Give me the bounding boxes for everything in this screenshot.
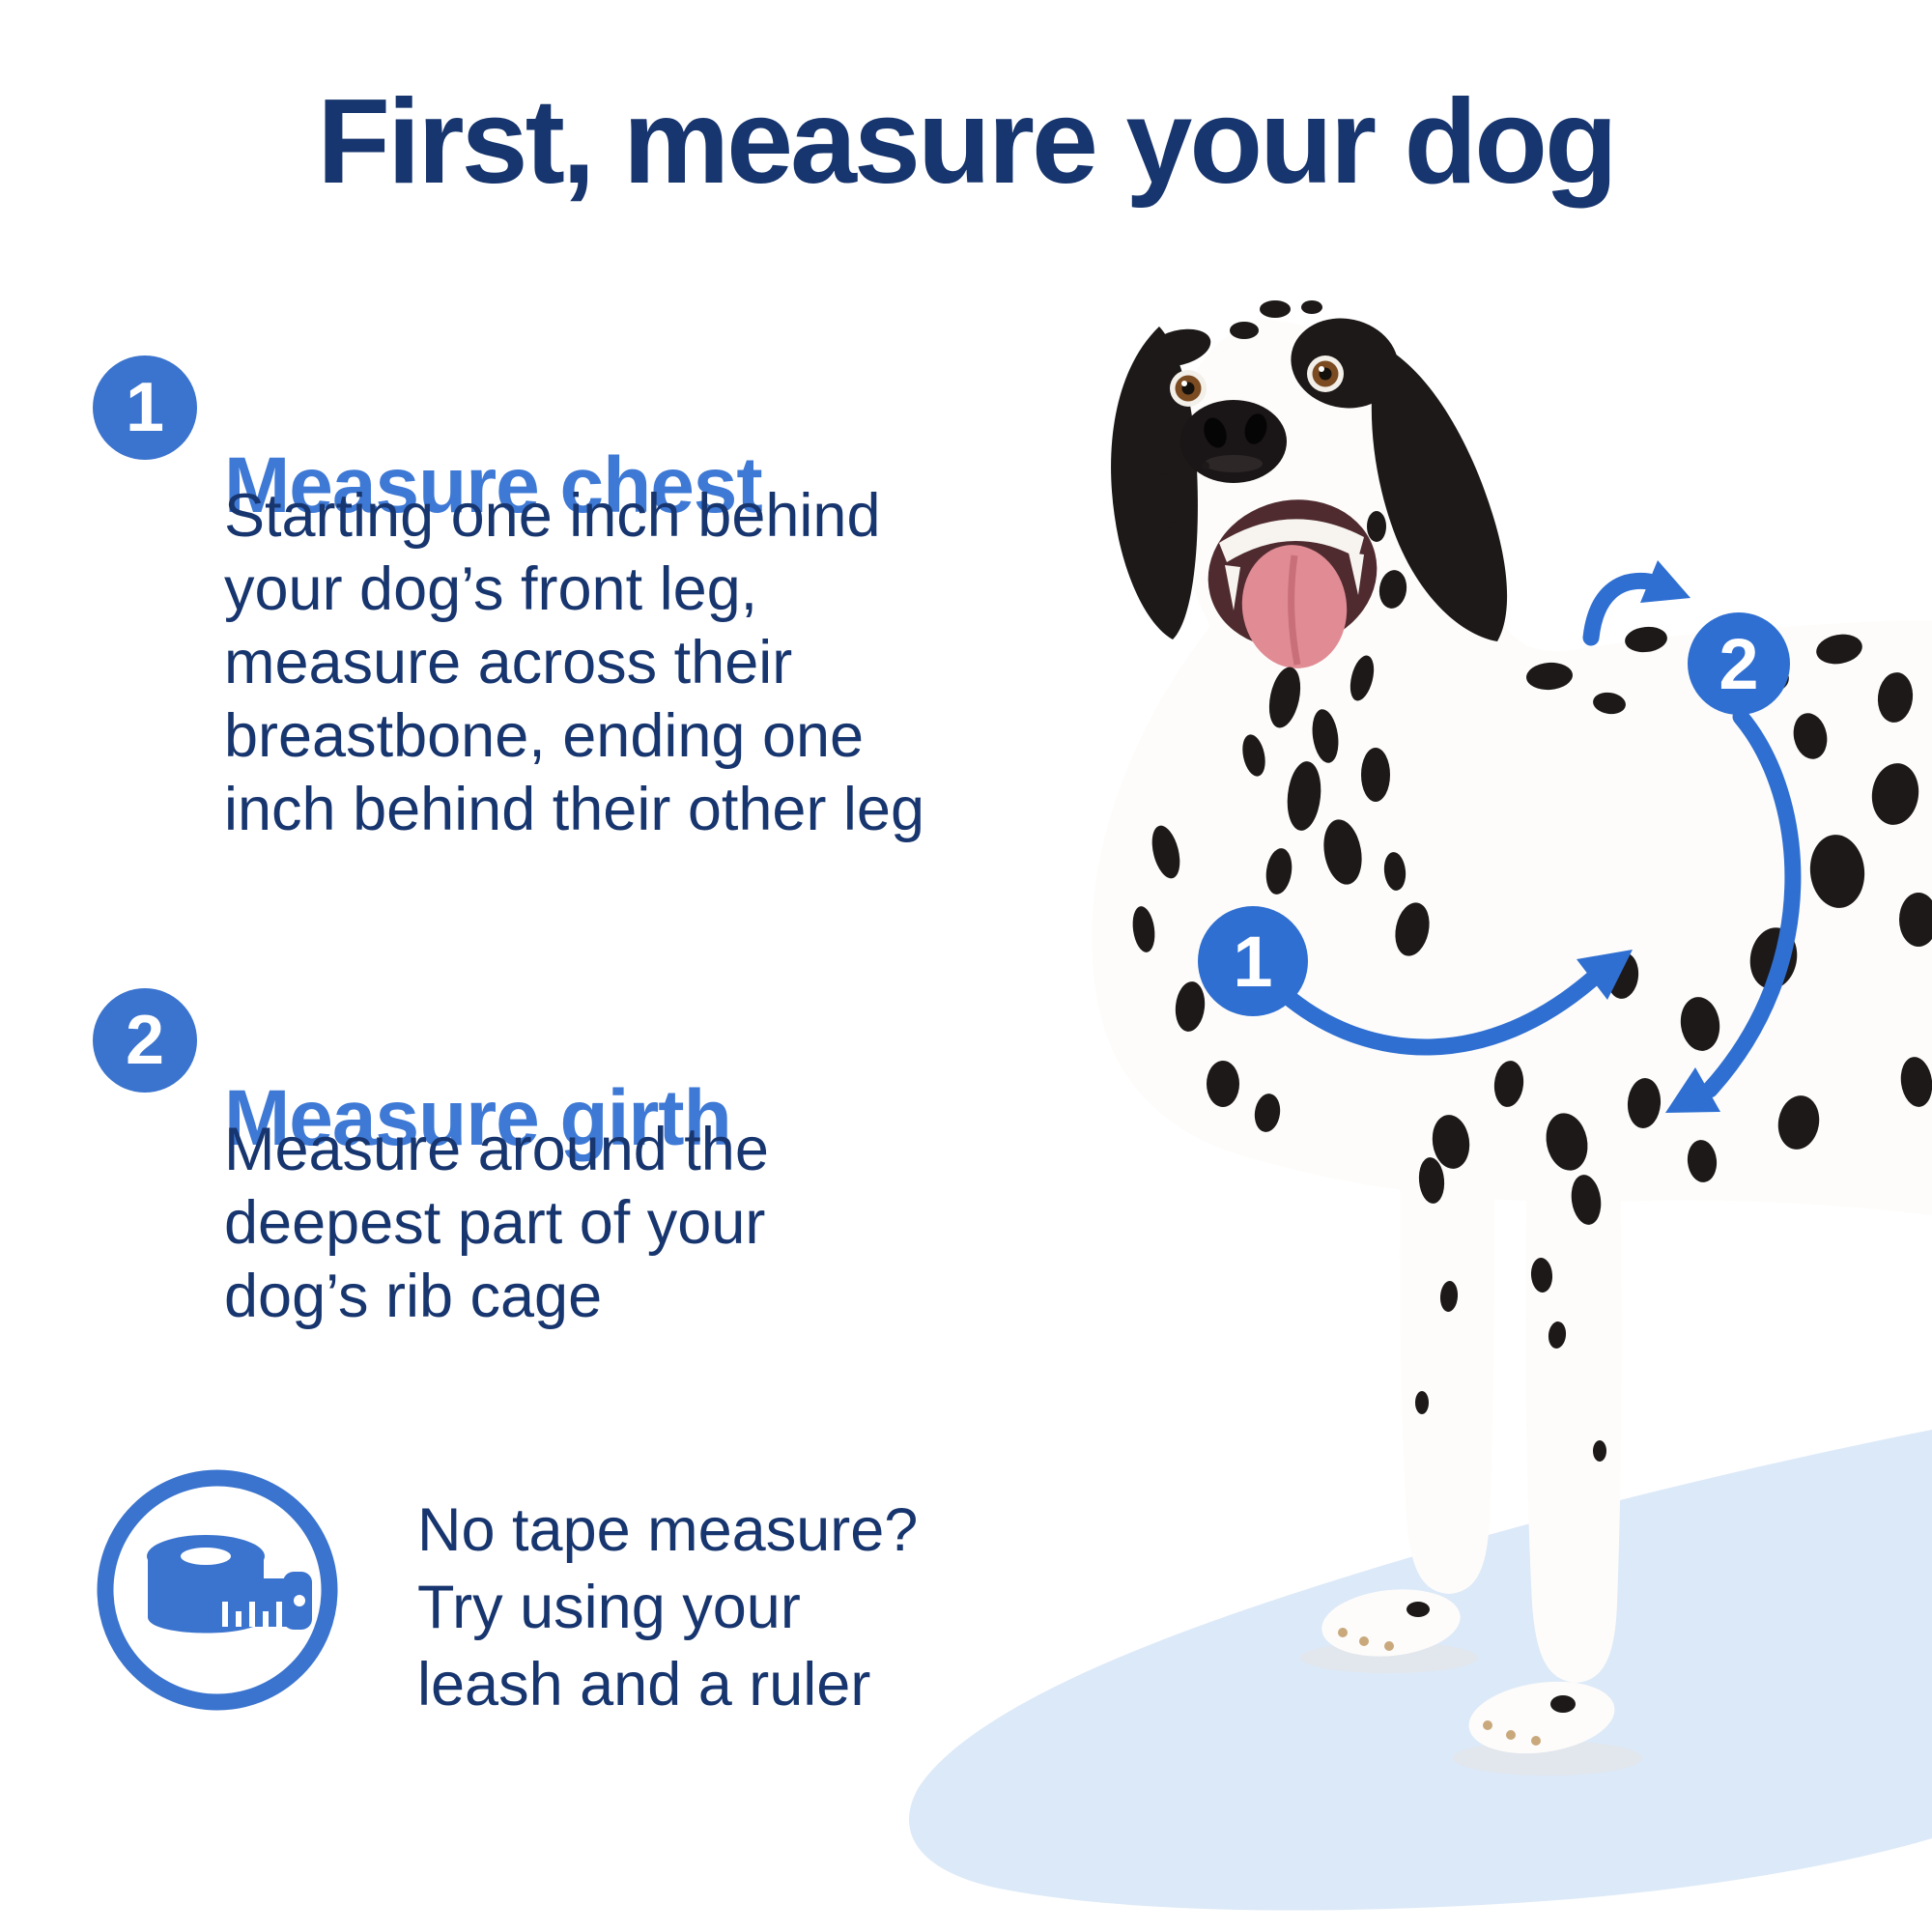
step-1-heading: Measure chest (224, 441, 763, 530)
step-2-heading: Measure girth (224, 1074, 732, 1163)
step-2-body-line: dog’s rib cage (224, 1263, 603, 1330)
chest-measure-arrow (1283, 950, 1633, 1056)
step-1-body-line: your dog’s front leg, (224, 555, 758, 623)
note-line: Try using your (417, 1574, 801, 1641)
dalmatian-spots (1132, 300, 1932, 1713)
step-1-body: Starting one inch behind your dog’s fron… (224, 479, 924, 846)
measurement-annotations: 1 2 (1198, 560, 1802, 1113)
muzzle-freckles (1159, 462, 1209, 531)
dog-eyes (1170, 355, 1344, 407)
dog-badge-1-label: 1 (1233, 922, 1272, 1002)
dog-hind-leg (1878, 1000, 1932, 1215)
dog-mouth (1208, 499, 1378, 668)
dalmatian-dog-photo (1092, 300, 1932, 1776)
note-line: leash and a ruler (417, 1651, 871, 1719)
step-1-body-line: breastbone, ending one (224, 702, 865, 770)
page-title: First, measure your dog (317, 75, 1618, 209)
step-2-number: 2 (125, 1002, 165, 1079)
note-text: No tape measure? Try using your leash an… (417, 1492, 918, 1723)
girth-measure-arrow (1582, 560, 1802, 1113)
girth-bottom-arrowhead-icon (1665, 1067, 1720, 1113)
dog-nose (1180, 400, 1287, 483)
dog-badge-2-label: 2 (1719, 624, 1758, 704)
dog-badge-1: 1 (1198, 906, 1308, 1016)
step-1-body-line: inch behind their other leg (224, 776, 924, 843)
step-1-number: 1 (125, 369, 165, 446)
step-2-body-line: deepest part of your (224, 1189, 766, 1257)
dog-ears (1111, 327, 1508, 641)
chest-arrowhead-icon (1577, 950, 1633, 1000)
note-line: No tape measure? (417, 1496, 919, 1564)
dog-badge-2: 2 (1688, 612, 1790, 715)
paw-nails (1338, 1628, 1541, 1746)
step-2-body: Measure around the deepest part of your … (224, 1113, 769, 1333)
step-1-body-line: Starting one inch behind (224, 482, 881, 550)
step-1-badge: 1 (93, 355, 197, 460)
tape-measure-icon (97, 1469, 338, 1711)
girth-top-arrowhead-icon (1640, 560, 1690, 603)
step-1-body-line: measure across their (224, 629, 793, 696)
step-2-body-line: Measure around the (224, 1116, 769, 1183)
step-2-badge: 2 (93, 988, 197, 1093)
dog-front-legs (1321, 1048, 1622, 1754)
